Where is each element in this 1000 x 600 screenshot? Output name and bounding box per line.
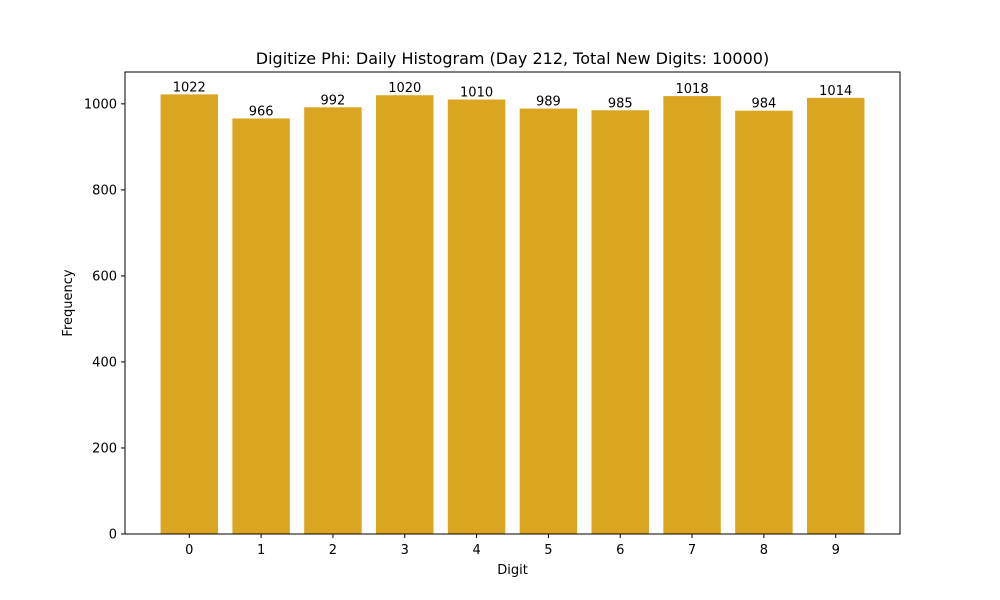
bar-value-label: 1020 xyxy=(388,81,421,96)
bar-value-label: 1022 xyxy=(173,80,206,95)
bar-value-label: 992 xyxy=(321,93,346,108)
bars-group xyxy=(160,94,865,535)
bar-value-label: 984 xyxy=(751,97,776,112)
bar-digit-3 xyxy=(376,95,434,534)
y-tick-label: 200 xyxy=(92,441,117,456)
bar-digit-1 xyxy=(232,118,290,534)
x-tick-label: 0 xyxy=(185,543,193,558)
y-tick-label: 0 xyxy=(109,528,117,543)
bar-digit-8 xyxy=(735,110,793,534)
y-tick-label: 1000 xyxy=(84,97,117,112)
bar-digit-6 xyxy=(591,110,649,535)
bar-digit-9 xyxy=(806,97,865,534)
bar-value-label: 1014 xyxy=(819,84,852,99)
y-tick-label: 400 xyxy=(92,355,117,370)
bar-digit-7 xyxy=(663,96,721,534)
x-tick-label: 9 xyxy=(832,543,840,558)
x-tick-label: 7 xyxy=(688,543,696,558)
x-axis-ticks: 0 1 2 3 4 5 6 7 8 9 xyxy=(185,534,840,558)
bar-value-label: 1010 xyxy=(460,86,493,101)
x-tick-label: 5 xyxy=(544,543,552,558)
bar-labels-group: 1022 966 992 1020 1010 989 985 1018 984 1014 xyxy=(173,80,853,119)
y-tick-label: 600 xyxy=(92,269,117,284)
x-tick-label: 4 xyxy=(472,543,480,558)
y-tick-label: 800 xyxy=(92,183,117,198)
bar-digit-5 xyxy=(519,108,578,535)
chart-title: Digitize Phi: Daily Histogram (Day 212, … xyxy=(256,49,769,68)
x-tick-label: 1 xyxy=(257,543,265,558)
y-axis-label: Frequency xyxy=(61,269,76,336)
bar-value-label: 989 xyxy=(536,95,561,110)
bar-value-label: 985 xyxy=(608,96,633,111)
bar-digit-0 xyxy=(160,94,219,534)
x-tick-label: 3 xyxy=(401,543,409,558)
x-tick-label: 2 xyxy=(329,543,337,558)
y-axis-ticks: 0 200 400 600 800 1000 xyxy=(84,97,125,543)
x-tick-label: 8 xyxy=(760,543,768,558)
bar-value-label: 966 xyxy=(249,104,274,119)
bar-digit-4 xyxy=(447,99,506,534)
plot-area-frame xyxy=(124,71,901,535)
x-axis-label: Digit xyxy=(497,563,528,578)
x-tick-label: 6 xyxy=(616,543,624,558)
bar-value-label: 1018 xyxy=(676,82,709,97)
bar-digit-2 xyxy=(304,107,362,534)
